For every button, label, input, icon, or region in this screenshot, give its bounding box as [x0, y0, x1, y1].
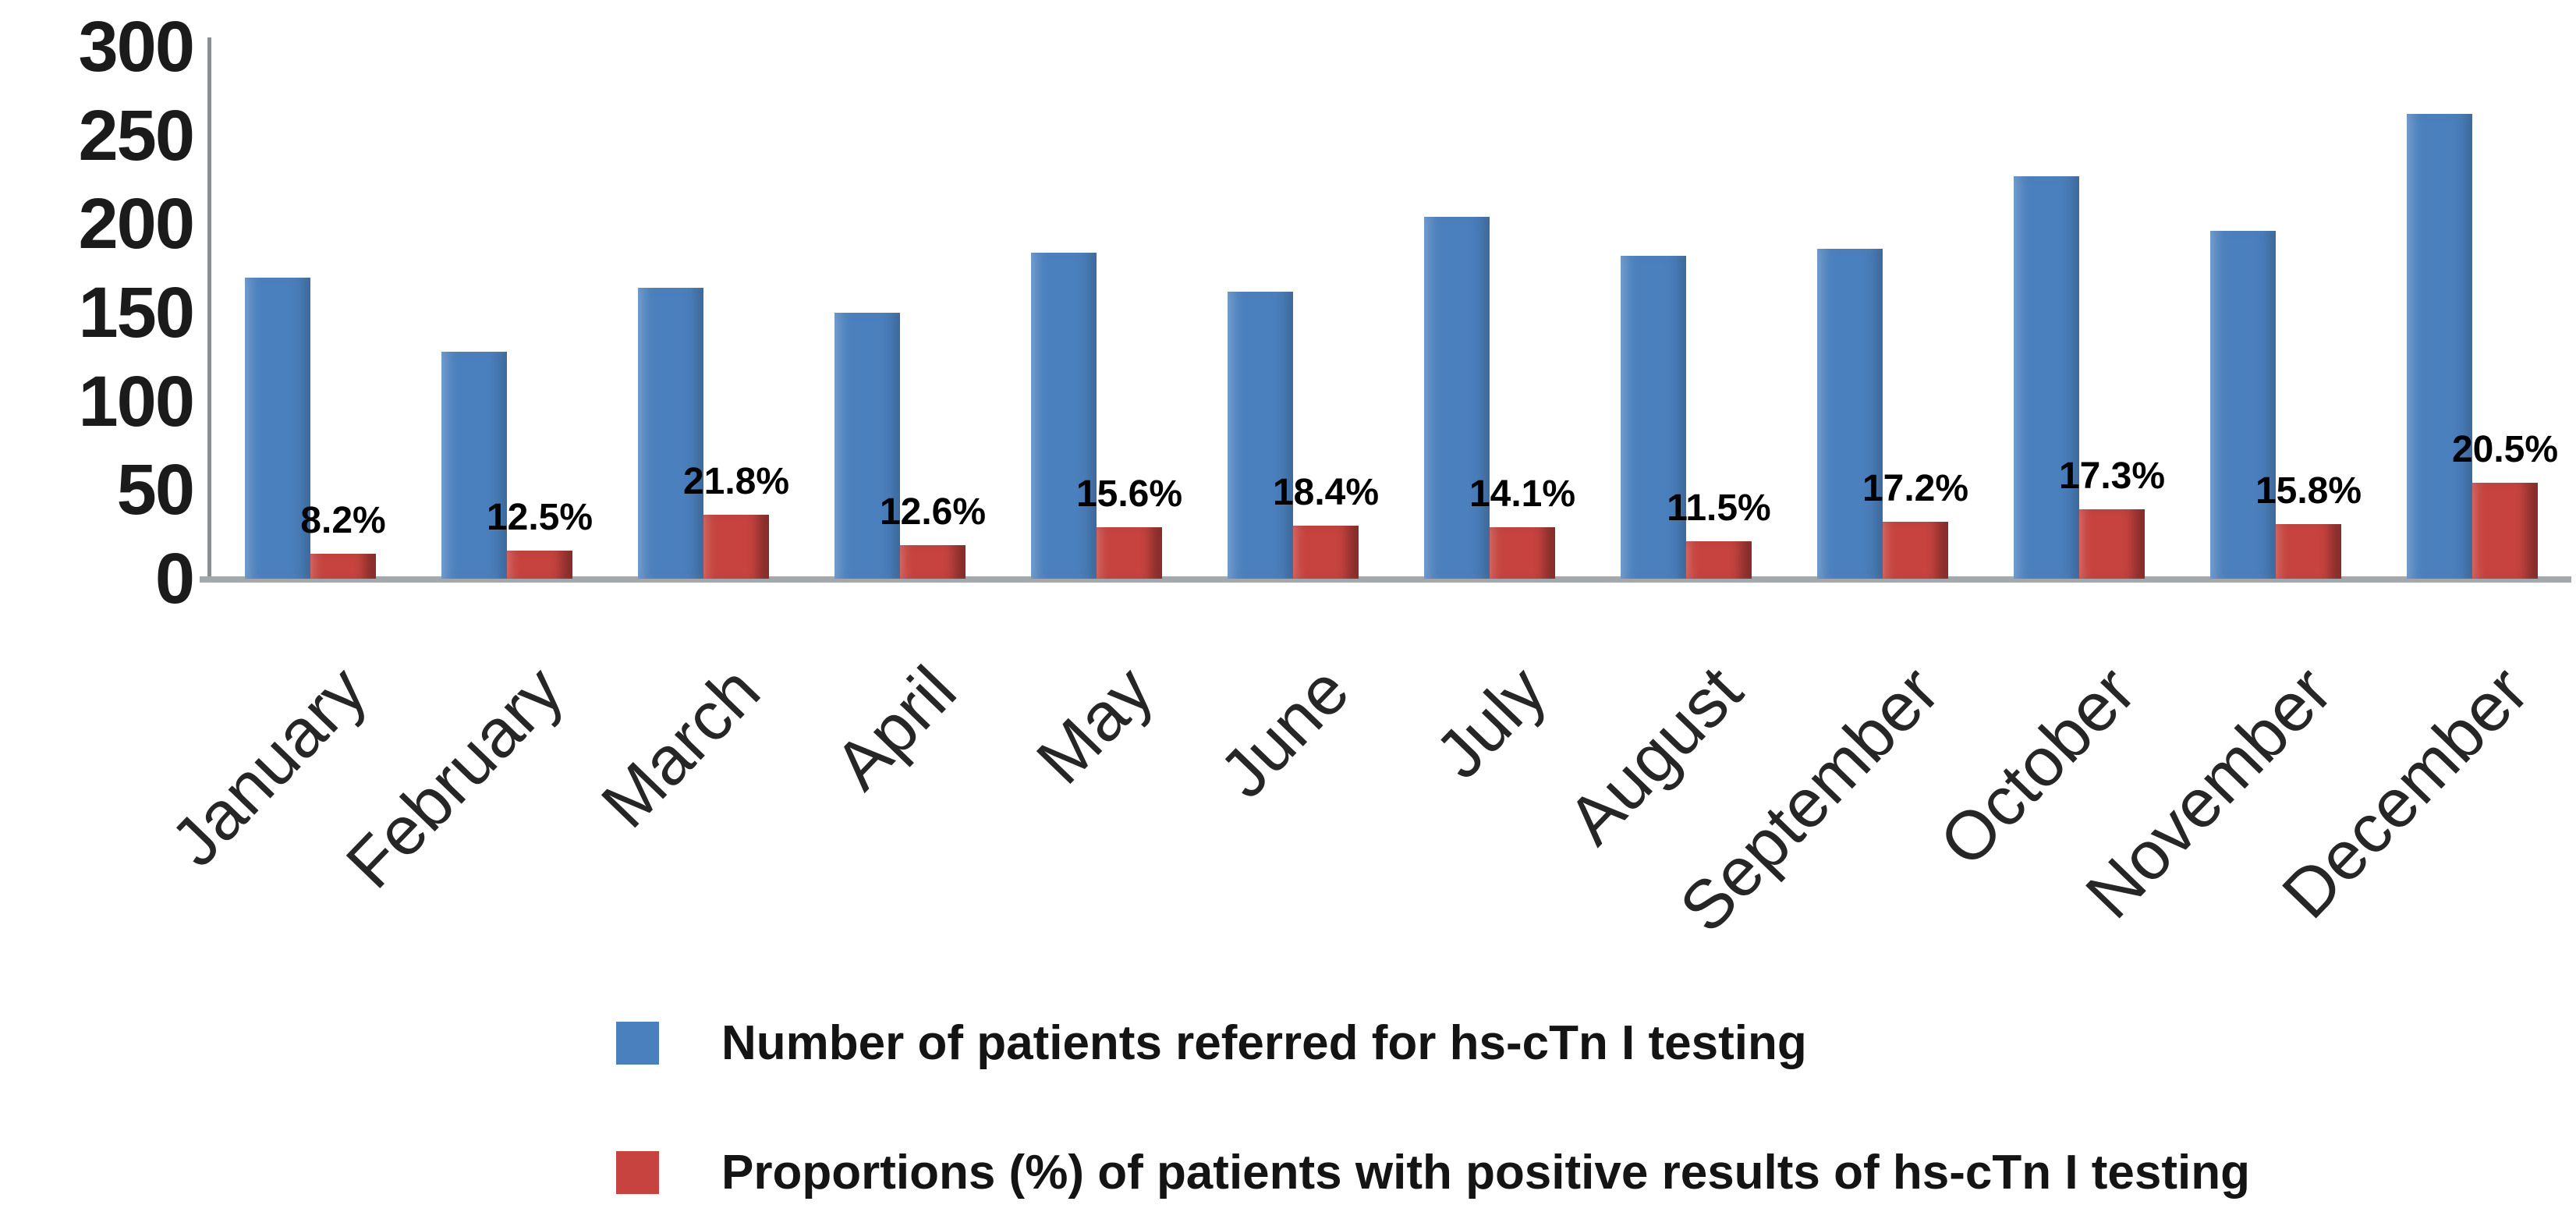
- y-axis-tick-label: 100: [78, 361, 196, 441]
- x-axis-label-june: June: [1204, 651, 1364, 813]
- referred-bar-june: [1228, 291, 1293, 579]
- referred-bar-february: [441, 352, 507, 579]
- referred-bar-march: [638, 288, 703, 579]
- legend-swatch-referred: [616, 1021, 659, 1065]
- x-axis-label-august: August: [1552, 651, 1757, 859]
- y-axis-tick-label: 50: [116, 450, 195, 530]
- x-axis-label-april: April: [819, 651, 971, 804]
- data-label-october: 17.3%: [2058, 455, 2166, 498]
- referred-bar-december: [2407, 114, 2472, 579]
- data-label-march: 21.8%: [682, 461, 790, 503]
- data-label-april: 12.6%: [879, 491, 987, 533]
- positive-bar-april: [900, 544, 966, 579]
- positive-bar-october: [2079, 509, 2145, 579]
- positive-bar-november: [2276, 523, 2341, 579]
- legend-label-referred: Number of patients referred for hs-cTn I…: [721, 1015, 1807, 1070]
- data-label-january: 8.2%: [300, 500, 386, 542]
- legend-swatch-positive: [616, 1150, 659, 1194]
- referred-bar-april: [834, 313, 900, 579]
- legend-item-positive: Proportions (%) of patients with positiv…: [616, 1129, 2250, 1215]
- y-axis-line: [207, 37, 211, 582]
- legend-item-referred: Number of patients referred for hs-cTn I…: [616, 1000, 2250, 1086]
- positive-bar-december: [2472, 483, 2538, 579]
- referred-bar-january: [245, 277, 310, 579]
- y-axis-tick-label: 150: [78, 273, 196, 353]
- legend-label-positive: Proportions (%) of patients with positiv…: [721, 1145, 2250, 1200]
- data-label-november: 15.8%: [2255, 470, 2362, 512]
- data-label-september: 17.2%: [1862, 468, 1969, 510]
- data-label-august: 11.5%: [1667, 487, 1771, 530]
- data-label-february: 12.5%: [486, 496, 594, 538]
- data-label-june: 18.4%: [1272, 471, 1380, 513]
- x-axis-label-may: May: [1021, 651, 1168, 799]
- y-axis-tick-label: 300: [78, 7, 196, 87]
- referred-bar-september: [1817, 249, 1883, 579]
- positive-bar-march: [703, 515, 769, 579]
- positive-bar-september: [1883, 522, 1948, 579]
- data-label-december: 20.5%: [2451, 429, 2559, 471]
- x-axis-label-march: March: [586, 651, 774, 842]
- referred-bar-november: [2210, 231, 2276, 579]
- y-axis-tick-label: 200: [78, 184, 196, 264]
- positive-bar-january: [310, 554, 376, 579]
- positive-bar-august: [1686, 541, 1752, 579]
- x-axis-line: [200, 576, 2571, 583]
- referred-bar-august: [1621, 256, 1686, 579]
- referred-bar-may: [1031, 252, 1097, 579]
- referred-bar-october: [2014, 175, 2079, 579]
- legend: Number of patients referred for hs-cTn I…: [616, 1000, 2250, 1219]
- x-axis-label-february: February: [331, 651, 578, 903]
- positive-bar-february: [507, 550, 572, 579]
- data-label-may: 15.6%: [1075, 473, 1183, 516]
- positive-bar-july: [1490, 527, 1555, 579]
- positive-bar-june: [1293, 525, 1359, 579]
- x-axis-label-july: July: [1419, 651, 1561, 793]
- referred-bar-july: [1424, 217, 1490, 579]
- positive-bar-may: [1097, 527, 1162, 579]
- y-axis-tick-label: 0: [154, 539, 195, 618]
- data-label-july: 14.1%: [1469, 473, 1576, 516]
- y-axis-tick-label: 250: [78, 95, 196, 175]
